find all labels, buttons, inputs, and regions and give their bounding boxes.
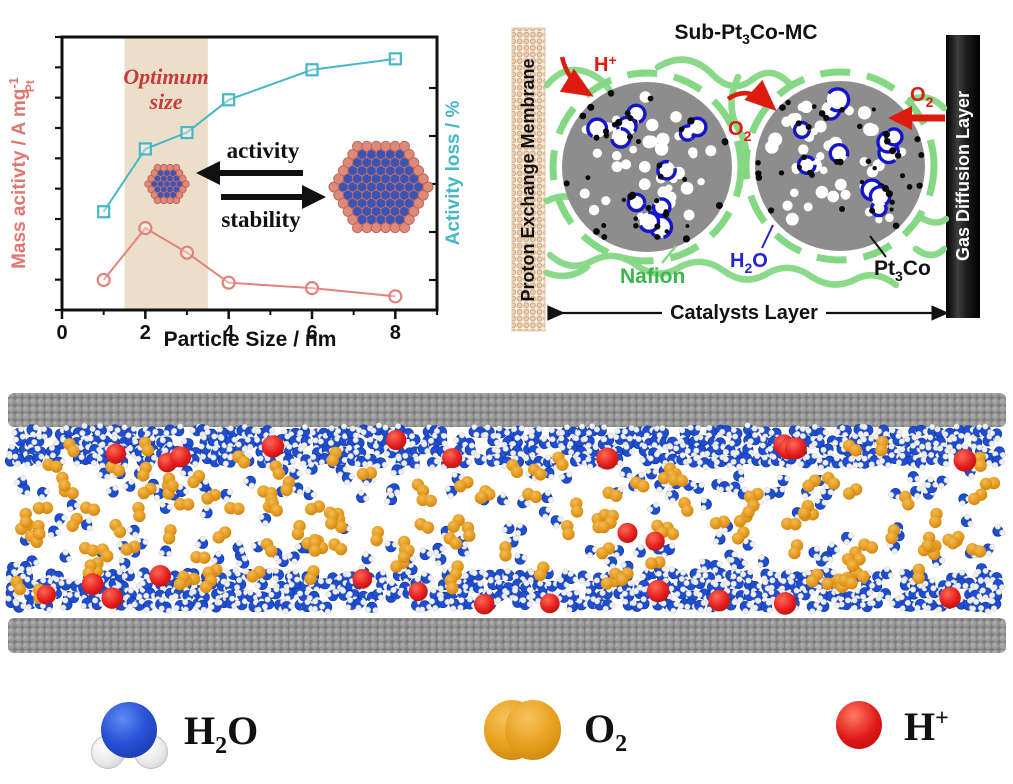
x-axis-label: Particle Size / nm xyxy=(164,328,337,351)
gas-diffusion-layer-bar: Gas Diffusion Layer xyxy=(946,35,980,318)
y-axis-left-label: Mass acitivty / A mg-1 Pt xyxy=(6,77,37,269)
o2-right-arrow: O2 xyxy=(888,84,945,130)
particle-size-chart: 0 2 4 6 8 Optimum size activity stability Ma… xyxy=(6,35,464,351)
x-tick-label: 6 xyxy=(306,322,317,344)
catalyst-particle-2 xyxy=(755,81,925,251)
oxygen-molecules xyxy=(10,435,1001,604)
catalyst-layer-diagram: Proton Exchange Membrane Gas Diffusion L… xyxy=(511,21,980,332)
legend-item-water: H2O xyxy=(90,693,258,773)
optimum-size-label-line2: size xyxy=(149,89,183,114)
catalysts-layer-label: Catalysts Layer xyxy=(670,302,818,324)
x-tick-label: 4 xyxy=(223,322,235,344)
large-nanoparticle-icon xyxy=(328,140,434,234)
legend-item-oxygen: O2 xyxy=(484,698,627,764)
legend-label-h-plus: H+ xyxy=(904,703,949,749)
proton-icon xyxy=(836,701,884,751)
legend-item-proton: H+ xyxy=(836,701,949,751)
activity-annotation: activity xyxy=(227,138,300,163)
chart-axes-and-series: 0 2 4 6 8 xyxy=(55,35,439,344)
h-plus-arrow: H+ xyxy=(559,52,617,97)
small-nanoparticle-icon xyxy=(144,163,190,205)
membrane-label: Proton Exchange Membrane xyxy=(518,58,538,301)
h2o-label: H2O xyxy=(730,250,768,276)
nafion-pointer-line xyxy=(661,245,677,264)
carbon-wall-bottom xyxy=(8,618,1006,653)
y-axis-right-label: Activity loss / % xyxy=(443,101,464,246)
o2-middle-arrow: O2 xyxy=(726,79,777,144)
water-molecule-icon xyxy=(90,693,170,773)
catalyst-particle-1 xyxy=(562,82,732,252)
h2o-pointer-line xyxy=(761,224,774,249)
stability-arrow xyxy=(221,185,326,209)
stability-annotation: stability xyxy=(221,207,301,232)
protons xyxy=(36,429,977,615)
carbon-wall-top xyxy=(8,393,1006,427)
o2-middle-label: O2 xyxy=(728,118,752,144)
optimum-size-label-line1: Optimum xyxy=(123,64,209,89)
x-tick-label: 0 xyxy=(56,322,67,344)
gdl-label: Gas Diffusion Layer xyxy=(953,91,973,261)
x-tick-label: 8 xyxy=(390,322,401,344)
catalysts-layer-span: Catalysts Layer xyxy=(547,302,949,324)
h-plus-label: H+ xyxy=(594,52,617,76)
nafion-label: Nafion xyxy=(620,265,685,288)
pt3co-label: Pt3Co xyxy=(874,257,931,284)
proton-exchange-membrane-bar: Proton Exchange Membrane xyxy=(511,27,546,332)
nafion-dashed-rings xyxy=(549,68,938,265)
legend-label-h2o: H2O xyxy=(184,707,259,759)
diagram-title: Sub-Pt3Co-MC xyxy=(674,21,817,47)
oxygen-molecule-icon xyxy=(484,698,562,764)
x-tick-label: 2 xyxy=(140,322,151,344)
legend-label-o2: O2 xyxy=(584,705,628,757)
md-simulation-snapshot xyxy=(4,393,1006,653)
o2-right-label: O2 xyxy=(910,84,934,110)
pt3co-pointer-line xyxy=(869,235,887,258)
activity-arrow xyxy=(196,161,303,185)
